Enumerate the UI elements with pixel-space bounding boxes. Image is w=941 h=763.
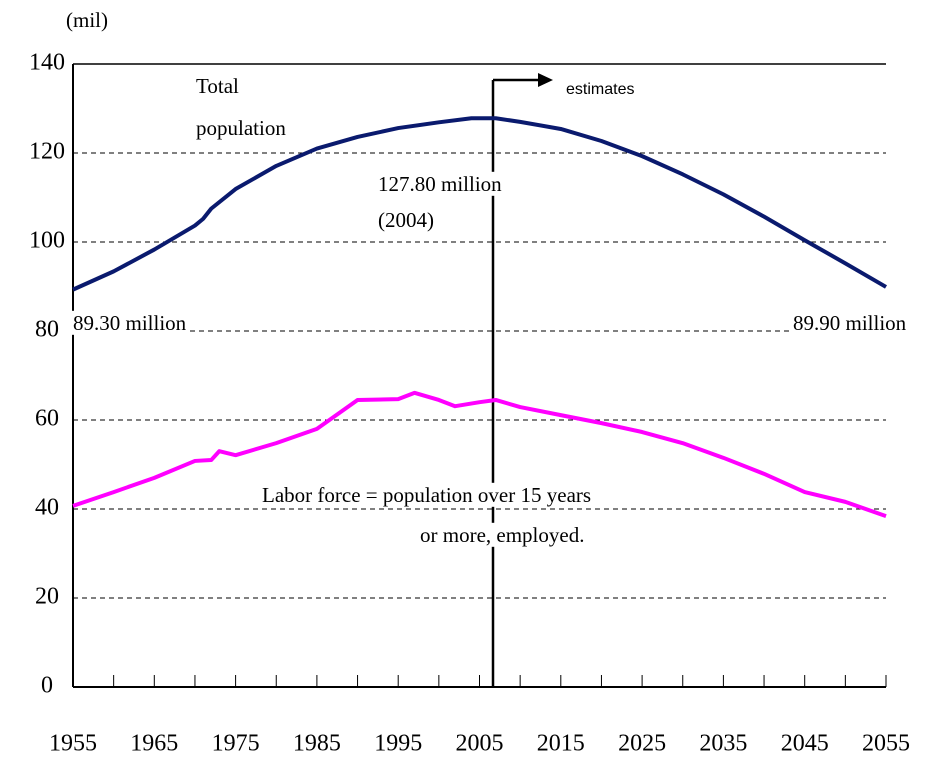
annotation: 89.90 million [793, 311, 907, 335]
x-tick-label: 1965 [130, 731, 178, 757]
annotation: population [196, 116, 286, 140]
y-axis-label: (mil) [66, 8, 108, 32]
annotation-bg [259, 482, 595, 507]
x-tick-label: 2025 [618, 731, 666, 757]
estimate-arrowhead [538, 73, 553, 87]
y-tick-label: 20 [35, 584, 59, 610]
x-tick-label: 2035 [699, 731, 747, 757]
y-tick-label: 0 [41, 673, 53, 699]
annotation: 127.80 million [378, 172, 502, 196]
annotation: Labor force = population over 15 years [262, 483, 591, 507]
annotation-bg [70, 310, 190, 335]
annotation: estimates [566, 81, 634, 98]
annotation: 89.30 million [73, 311, 187, 335]
x-tick-label: 1955 [49, 731, 97, 757]
x-tick-label: 2005 [456, 731, 504, 757]
y-tick-label: 140 [29, 50, 65, 76]
x-tick-label: 2055 [862, 731, 910, 757]
x-tick-label: 2015 [537, 731, 585, 757]
series-line [72, 390, 887, 519]
y-tick-label: 40 [35, 495, 59, 521]
annotation: (2004) [378, 208, 434, 232]
series-line [72, 116, 888, 292]
y-tick-label: 80 [35, 317, 59, 343]
y-tick-label: 120 [29, 139, 65, 165]
x-tick-label: 1995 [374, 731, 422, 757]
annotation-bg [375, 207, 437, 232]
annotation-bg [790, 310, 910, 335]
x-tick-label: 2045 [781, 731, 829, 757]
x-tick-label: 1975 [212, 731, 260, 757]
annotation: or more, employed. [420, 523, 584, 547]
annotation-bg [417, 522, 588, 547]
annotation: Total [196, 74, 239, 98]
x-tick-label: 1985 [293, 731, 341, 757]
y-tick-label: 60 [35, 406, 59, 432]
y-tick-label: 100 [29, 228, 65, 254]
annotation-bg [375, 171, 506, 196]
